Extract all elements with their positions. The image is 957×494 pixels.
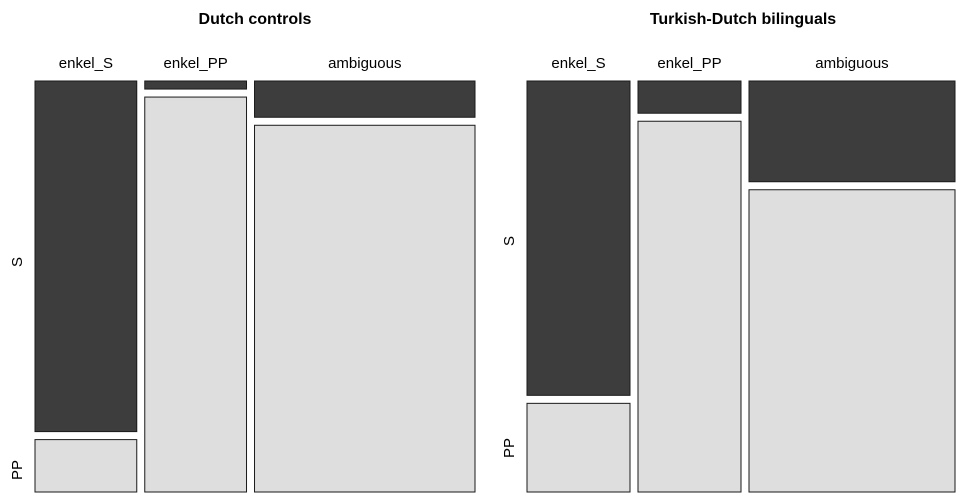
tile-enkel-pp-pp (637, 120, 742, 493)
column-label-enkel-pp: enkel_PP (164, 55, 228, 72)
column-label-enkel-pp: enkel_PP (657, 55, 721, 72)
tile-ambiguous-s (748, 80, 956, 183)
panel-turkish-dutch-bilinguals: Turkish-Dutch bilinguals enkel_S enkel_PP… (501, 11, 956, 493)
column-label-ambiguous: ambiguous (328, 55, 401, 72)
tile-ambiguous-pp (748, 189, 956, 493)
column-label-ambiguous: ambiguous (815, 55, 888, 72)
tile-enkel-s-s (526, 80, 631, 396)
tile-enkel-s-s (34, 80, 138, 433)
panel-title: Dutch controls (199, 11, 312, 28)
tile-enkel-s-pp (526, 402, 631, 493)
tile-enkel-pp-s (637, 80, 742, 114)
panel-dutch-controls: Dutch controls enkel_S enkel_PP ambiguous … (9, 11, 476, 493)
panel-title: Turkish-Dutch bilinguals (650, 11, 836, 28)
tile-ambiguous-s (254, 80, 476, 118)
row-label-s: S (9, 257, 26, 267)
tile-enkel-s-pp (34, 439, 138, 493)
row-label-pp: PP (501, 438, 518, 458)
column-label-enkel-s: enkel_S (59, 55, 113, 72)
tile-ambiguous-pp (254, 124, 476, 493)
tile-enkel-pp-s (144, 80, 248, 90)
row-label-pp: PP (9, 460, 26, 480)
row-label-s: S (501, 236, 518, 246)
column-label-enkel-s: enkel_S (551, 55, 605, 72)
tile-enkel-pp-pp (144, 96, 248, 493)
